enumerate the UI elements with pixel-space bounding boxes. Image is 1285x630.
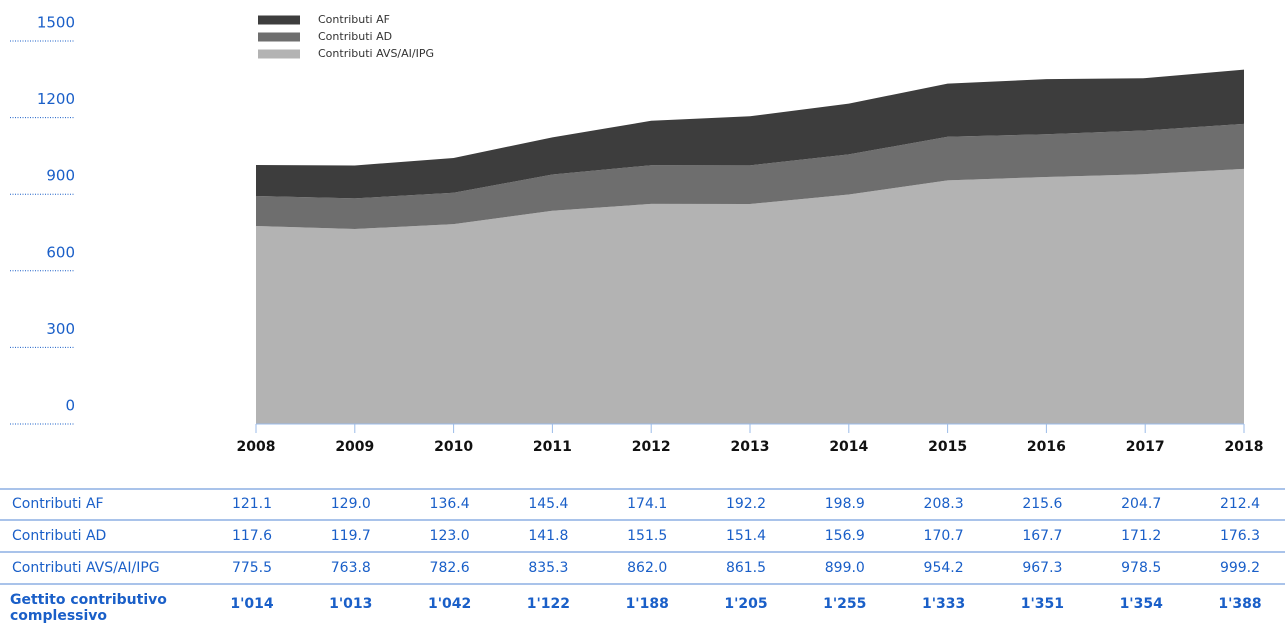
area — [256, 69, 1244, 199]
table-cell: 899.0 — [825, 560, 865, 576]
legend-swatch — [258, 15, 300, 25]
table-cell: 141.8 — [528, 528, 568, 544]
table-cell: 192.2 — [726, 496, 766, 512]
total-cell: 1'351 — [1021, 596, 1064, 612]
y-tick-label: 300 — [46, 320, 75, 338]
total-cell: 1'255 — [823, 596, 866, 612]
y-tick-label: 900 — [46, 167, 75, 185]
table-cell: 171.2 — [1121, 528, 1161, 544]
x-tick-label: 2010 — [434, 439, 473, 455]
row-label: Contributi AF — [12, 496, 104, 512]
table-cell: 763.8 — [331, 560, 371, 576]
table-cell: 170.7 — [924, 528, 964, 544]
x-tick-label: 2018 — [1225, 439, 1264, 455]
table-cell: 775.5 — [232, 560, 272, 576]
x-tick-label: 2008 — [237, 439, 276, 455]
table-cell: 151.5 — [627, 528, 667, 544]
table-cell: 145.4 — [528, 496, 568, 512]
table-cell: 862.0 — [627, 560, 667, 576]
y-tick-label: 1200 — [37, 90, 75, 108]
total-cell: 1'013 — [329, 596, 372, 612]
total-label: Gettito contributivo complessivo — [10, 592, 167, 624]
table-cell: 212.4 — [1220, 496, 1260, 512]
area — [256, 123, 1244, 229]
x-tick-label: 2011 — [533, 439, 572, 455]
legend-label: Contributi AF — [318, 13, 390, 26]
table-cell: 835.3 — [528, 560, 568, 576]
x-tick-label: 2017 — [1126, 439, 1165, 455]
table-cell: 208.3 — [924, 496, 964, 512]
x-tick-label: 2016 — [1027, 439, 1066, 455]
y-tick-label: 1500 — [37, 14, 75, 32]
table-cell: 167.7 — [1022, 528, 1062, 544]
table-cell: 121.1 — [232, 496, 272, 512]
table-cell: 151.4 — [726, 528, 766, 544]
legend-swatch — [258, 32, 300, 42]
total-cell: 1'014 — [230, 596, 274, 612]
legend-swatch — [258, 49, 300, 59]
y-tick-label: 0 — [65, 397, 75, 415]
row-label: Contributi AD — [12, 528, 106, 544]
table-cell: 156.9 — [825, 528, 865, 544]
total-cell: 1'388 — [1218, 596, 1261, 612]
x-tick-label: 2014 — [829, 439, 868, 455]
legend-label: Contributi AVS/AI/IPG — [318, 47, 434, 60]
table-cell: 198.9 — [825, 496, 865, 512]
table-cell: 978.5 — [1121, 560, 1161, 576]
y-tick-label: 600 — [46, 243, 75, 261]
table-cell: 119.7 — [331, 528, 371, 544]
table-cell: 176.3 — [1220, 528, 1260, 544]
table-cell: 123.0 — [430, 528, 470, 544]
table-cell: 174.1 — [627, 496, 667, 512]
table-cell: 782.6 — [430, 560, 470, 576]
total-cell: 1'205 — [724, 596, 767, 612]
table-cell: 967.3 — [1022, 560, 1062, 576]
area — [256, 168, 1244, 424]
table-cell: 204.7 — [1121, 496, 1161, 512]
row-label: Contributi AVS/AI/IPG — [12, 560, 160, 576]
table-cell: 999.2 — [1220, 560, 1260, 576]
table-cell: 954.2 — [924, 560, 964, 576]
x-tick-label: 2012 — [632, 439, 671, 455]
total-cell: 1'042 — [428, 596, 471, 612]
legend-label: Contributi AD — [318, 30, 392, 43]
table-cell: 215.6 — [1022, 496, 1062, 512]
total-cell: 1'354 — [1120, 596, 1164, 612]
table-cell: 117.6 — [232, 528, 272, 544]
total-label-box: Gettito contributivo complessivo — [10, 592, 167, 624]
table-cell: 136.4 — [430, 496, 470, 512]
total-cell: 1'188 — [626, 596, 669, 612]
total-cell: 1'122 — [527, 596, 570, 612]
x-tick-label: 2015 — [928, 439, 967, 455]
x-tick-label: 2009 — [335, 439, 374, 455]
total-cell: 1'333 — [922, 596, 965, 612]
table-cell: 129.0 — [331, 496, 371, 512]
table-cell: 861.5 — [726, 560, 766, 576]
x-tick-label: 2013 — [731, 439, 770, 455]
